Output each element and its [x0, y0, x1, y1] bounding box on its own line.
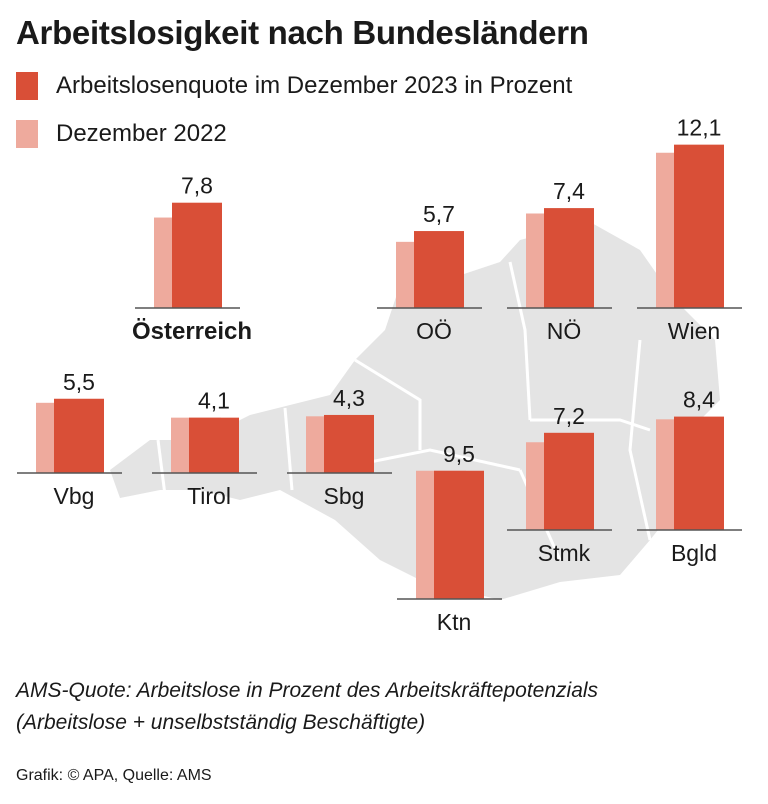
border-vbg-tirol — [156, 439, 167, 496]
value-label-ooe: 5,7 — [423, 201, 455, 227]
footnote-line-2: (Arbeitslose + unselbstständig Beschäfti… — [16, 711, 426, 734]
region-label-vbg: Vbg — [54, 483, 95, 509]
bar-group-noe: 7,4 NÖ — [507, 178, 612, 344]
value-label-vbg: 5,5 — [63, 369, 95, 395]
value-label-stmk: 7,2 — [553, 403, 585, 429]
bar-2023-stmk — [544, 432, 594, 530]
border-noe-stmk — [530, 418, 651, 432]
chart-title: Arbeitslosigkeit nach Bundesländern — [16, 14, 589, 51]
border-sbg-ooe — [354, 358, 422, 450]
border-ooe-noe — [508, 261, 532, 421]
border-bgld — [628, 339, 652, 541]
bar-2023-oesterreich — [172, 202, 222, 308]
bar-2023-wien — [674, 144, 724, 308]
region-label-ooe: OÖ — [416, 318, 452, 344]
bar-group-vbg: 5,5 Vbg — [17, 369, 122, 509]
legend-label-2022: Dezember 2022 — [56, 120, 227, 147]
value-label-noe: 7,4 — [553, 178, 585, 204]
bar-group-ooe: 5,7 OÖ — [377, 201, 482, 344]
bar-group-bgld: 8,4 Bgld — [637, 387, 742, 566]
region-label-ktn: Ktn — [437, 609, 472, 635]
value-label-wien: 12,1 — [677, 115, 722, 141]
chart-canvas: 7,8 Österreich 5,7 OÖ 7,4 NÖ 12,1 Wien 5,5 Vbg 4,1… — [17, 115, 742, 635]
value-label-ktn: 9,5 — [443, 441, 475, 467]
value-label-bgld: 8,4 — [683, 387, 715, 413]
region-label-sbg: Sbg — [324, 483, 365, 509]
region-label-wien: Wien — [668, 318, 720, 344]
bar-group-ktn: 9,5 Ktn — [397, 441, 502, 635]
bar-group-tirol: 4,1 Tirol — [152, 388, 257, 509]
footnote-line-1: AMS-Quote: Arbeitslose in Prozent des Ar… — [16, 679, 599, 702]
legend-item-2022: Dezember 2022 — [16, 120, 227, 148]
bar-group-sbg: 4,3 Sbg — [287, 385, 392, 509]
bar-2023-sbg — [324, 414, 374, 473]
value-label-tirol: 4,1 — [198, 388, 230, 414]
bar-2023-vbg — [54, 398, 104, 473]
value-label-sbg: 4,3 — [333, 385, 365, 411]
value-label-oesterreich: 7,8 — [181, 173, 213, 199]
bar-2023-bgld — [674, 416, 724, 530]
bar-groups: 7,8 Österreich 5,7 OÖ 7,4 NÖ 12,1 Wien 5,5 Vbg 4,1… — [17, 115, 742, 635]
legend-swatch-2023 — [16, 72, 38, 100]
region-label-noe: NÖ — [547, 318, 582, 344]
legend-label-2023: Arbeitslosenquote im Dezember 2023 in Pr… — [56, 72, 573, 99]
bar-2023-tirol — [189, 417, 239, 473]
source-credit: Grafik: © APA, Quelle: AMS — [16, 767, 212, 784]
bar-2023-noe — [544, 208, 594, 308]
bar-2023-ktn — [434, 470, 484, 599]
legend-swatch-2022 — [16, 120, 38, 148]
bar-group-wien: 12,1 Wien — [637, 115, 742, 344]
border-tirol-sbg — [283, 407, 294, 491]
legend-item-2023: Arbeitslosenquote im Dezember 2023 in Pr… — [16, 72, 572, 100]
bar-group-oesterreich: 7,8 Österreich — [132, 173, 252, 345]
region-label-bgld: Bgld — [671, 540, 717, 566]
bar-2023-ooe — [414, 231, 464, 308]
region-label-tirol: Tirol — [187, 483, 231, 509]
bar-group-stmk: 7,2 Stmk — [507, 403, 612, 566]
region-label-stmk: Stmk — [538, 540, 591, 566]
footnote: AMS-Quote: Arbeitslose in Prozent des Ar… — [16, 675, 598, 739]
region-label-oesterreich: Österreich — [132, 318, 252, 345]
